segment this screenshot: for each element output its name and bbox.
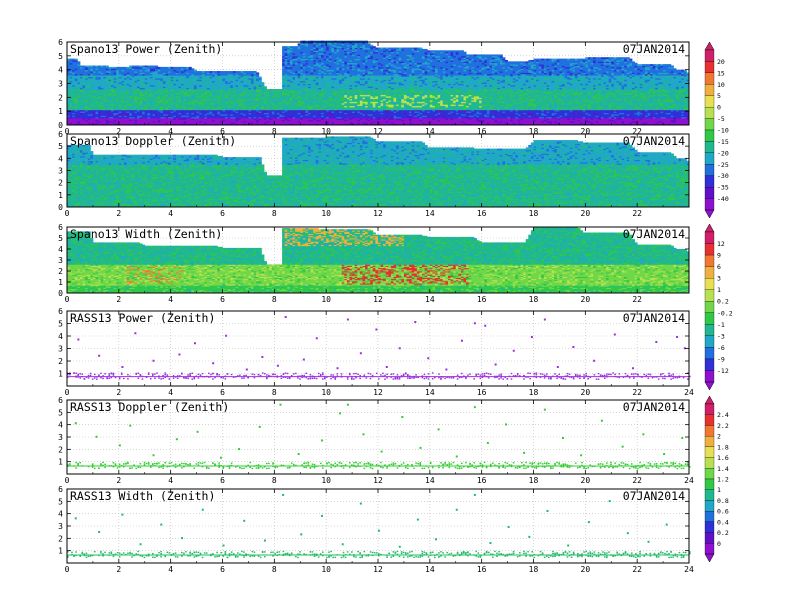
heatmap-cell (101, 66, 104, 68)
heatmap-cell (85, 66, 88, 68)
heatmap-cell (72, 59, 75, 61)
heatmap-cell (98, 66, 101, 68)
heatmap-cell (80, 66, 83, 68)
heatmap-cell (93, 66, 96, 68)
heatmap-cell (75, 59, 78, 61)
heatmap-cell (108, 67, 111, 69)
heatmap-cell (96, 66, 99, 68)
heatmap-cell (106, 66, 109, 68)
heatmap-cell (83, 66, 86, 68)
heatmap-cell (70, 59, 73, 61)
heatmap-cell (103, 66, 106, 68)
heatmap-cell (116, 67, 119, 69)
heatmap-cell (114, 67, 117, 69)
heatmap-cell (77, 61, 80, 63)
profiler-figure: 0 2 4 6 8 10 12 14 16 18 20 220123456 Spano13 Power … (0, 0, 792, 612)
heatmap-cell (111, 67, 114, 69)
heatmap-cell (88, 66, 91, 68)
heatmap-cell (90, 66, 93, 68)
